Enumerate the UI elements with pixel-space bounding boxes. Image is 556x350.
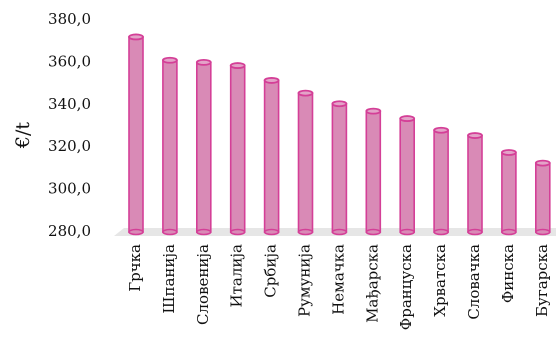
y-tick-label: 300,0 [48, 180, 91, 198]
x-tick-label: Хрватска [431, 244, 449, 317]
bar [365, 107, 382, 236]
bar [331, 100, 348, 236]
bar [500, 149, 517, 236]
bar [229, 62, 246, 236]
x-tick-label: Бугарска [533, 244, 551, 317]
y-tick-label: 380,0 [48, 10, 91, 28]
x-tick-label: Шпанија [160, 244, 178, 314]
x-tick-label: Немачка [329, 244, 347, 315]
x-tick-label: Румунија [296, 244, 314, 317]
bar [195, 59, 212, 236]
bar [433, 126, 450, 236]
bar [467, 132, 483, 236]
x-tick-label: Француска [397, 244, 415, 330]
bar [297, 89, 314, 236]
x-tick-label: Словачка [465, 244, 483, 320]
x-tick-label: Словенија [194, 244, 212, 325]
x-tick-label: Србија [262, 244, 280, 298]
bar [263, 77, 280, 236]
y-tick-label: 360,0 [48, 52, 91, 70]
y-tick-label: 280,0 [48, 222, 91, 240]
y-tick-label: 340,0 [48, 95, 91, 113]
bar [128, 33, 144, 236]
bar [161, 56, 178, 236]
bar [534, 159, 551, 236]
y-axis-label: €/t [12, 122, 34, 149]
bar [399, 115, 416, 236]
x-tick-label: Грчка [126, 244, 144, 292]
x-tick-label: Мађарска [363, 244, 381, 323]
y-tick-label: 320,0 [48, 137, 91, 155]
x-tick-label: Италија [228, 244, 246, 307]
x-tick-label: Финска [499, 244, 517, 303]
